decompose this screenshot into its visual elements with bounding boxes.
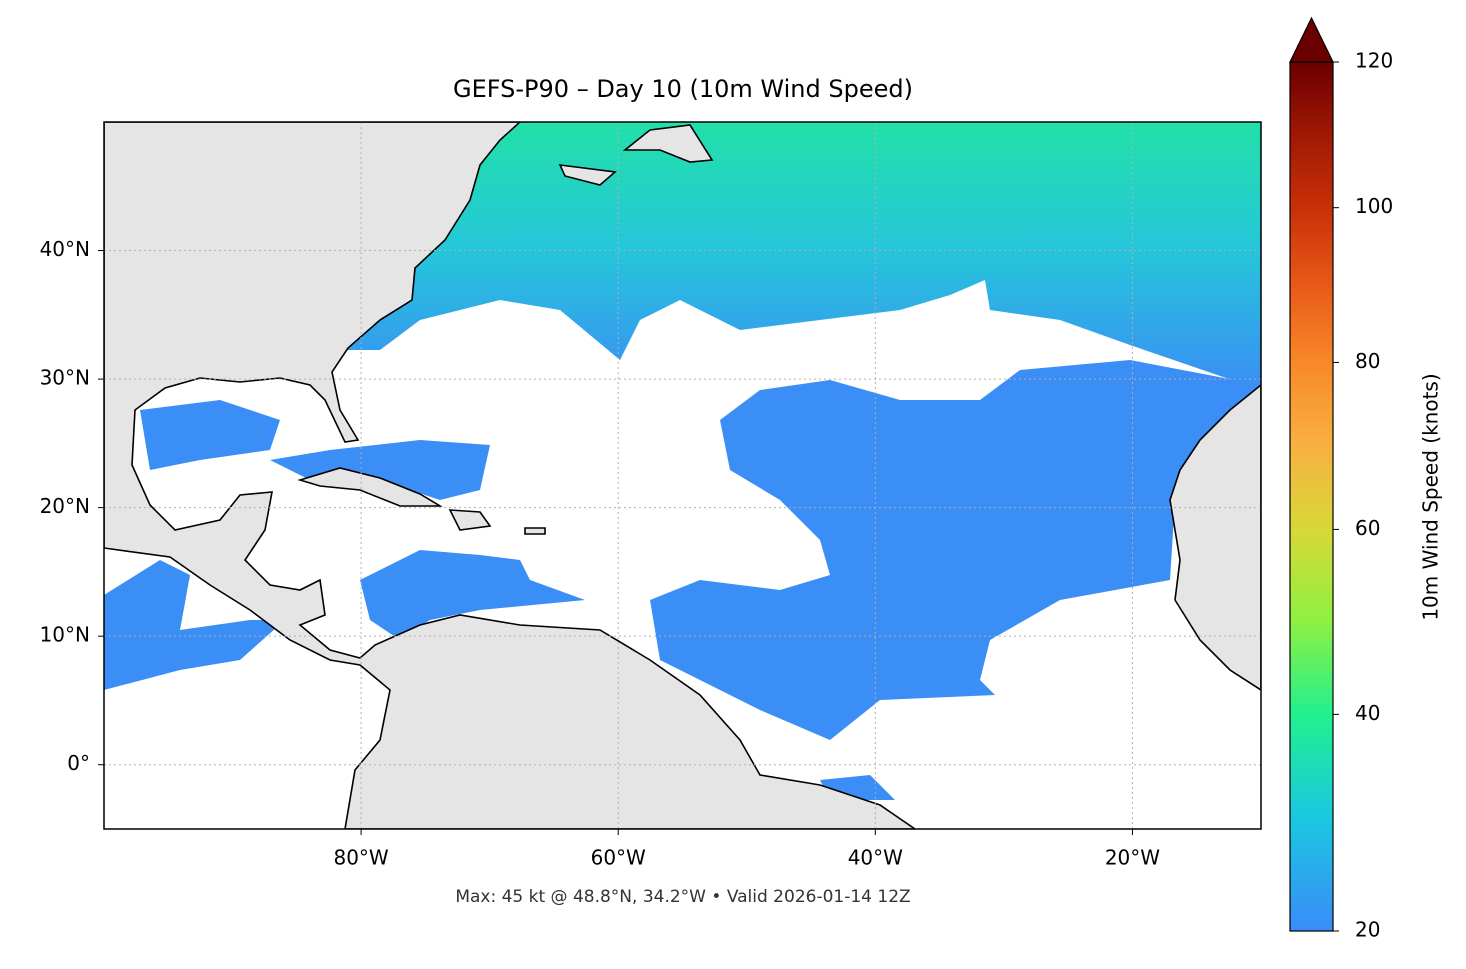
colorbar-tick-label: 80 bbox=[1355, 349, 1380, 373]
wind-field bbox=[104, 400, 895, 800]
y-tick-label: 40°N bbox=[40, 237, 90, 261]
colorbar: 20 40 60 80 100 120 bbox=[1289, 16, 1393, 942]
x-tick-label: 40°W bbox=[848, 846, 903, 870]
map-frame bbox=[103, 121, 1262, 830]
x-tick-label: 80°W bbox=[333, 846, 388, 870]
colorbar-fill bbox=[1289, 61, 1334, 932]
colorbar-tick-label: 120 bbox=[1355, 49, 1393, 73]
y-tick-label: 30°N bbox=[40, 366, 90, 390]
x-tick-label: 60°W bbox=[591, 846, 646, 870]
x-tick-label: 20°W bbox=[1105, 846, 1160, 870]
colorbar-tick-label: 20 bbox=[1355, 918, 1380, 942]
colorbar-label: 10m Wind Speed (knots) bbox=[1419, 373, 1443, 620]
colorbar-tick-label: 60 bbox=[1355, 516, 1380, 540]
land bbox=[297, 124, 1261, 691]
colorbar-tick-label: 100 bbox=[1355, 194, 1393, 218]
wind-field bbox=[650, 360, 1261, 740]
y-tick-label: 20°N bbox=[40, 494, 90, 518]
colorbar-extend bbox=[1289, 16, 1334, 63]
colorbar-tick-label: 40 bbox=[1355, 701, 1380, 725]
y-tick-label: 0° bbox=[67, 751, 90, 775]
y-tick-label: 10°N bbox=[40, 623, 90, 647]
wind-field bbox=[345, 122, 1261, 390]
map bbox=[104, 122, 1261, 829]
footer: Max: 45 kt @ 48.8°N, 34.2°W • Valid 2026… bbox=[455, 887, 910, 907]
map-title: GEFS-P90 – Day 10 (10m Wind Speed) bbox=[453, 75, 913, 103]
